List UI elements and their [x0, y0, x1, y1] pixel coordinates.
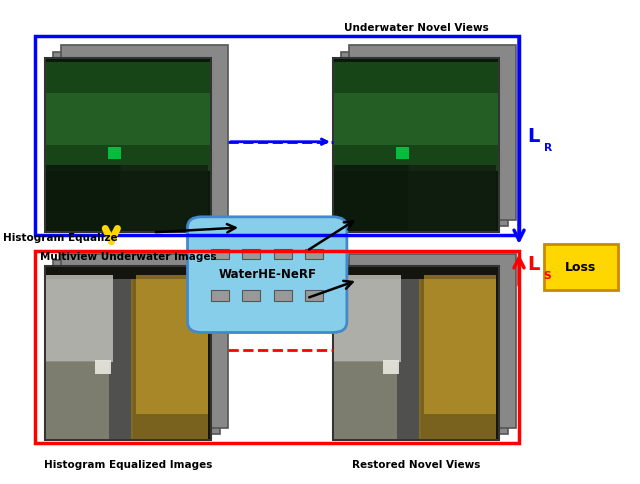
Bar — [419, 279, 496, 439]
Bar — [53, 260, 220, 434]
Bar — [46, 267, 210, 439]
Bar — [45, 266, 211, 440]
Bar — [211, 249, 229, 259]
Text: Multiview Underwater Images: Multiview Underwater Images — [40, 252, 216, 262]
Bar — [46, 165, 121, 231]
Bar — [53, 52, 220, 226]
Bar — [396, 147, 410, 159]
Bar — [131, 279, 208, 439]
Bar — [35, 36, 519, 235]
Bar — [349, 45, 516, 220]
Bar — [274, 249, 292, 259]
Bar — [349, 254, 516, 428]
Bar — [305, 290, 323, 301]
Bar — [383, 360, 399, 374]
Text: Restored Novel Views: Restored Novel Views — [352, 460, 480, 470]
Bar — [341, 52, 508, 226]
Bar — [46, 59, 210, 231]
Bar — [334, 279, 420, 439]
Bar — [61, 45, 228, 220]
Bar — [333, 266, 499, 440]
Bar — [243, 249, 260, 259]
Bar — [334, 59, 498, 231]
Bar — [334, 275, 401, 362]
Bar — [108, 147, 122, 159]
Text: $_{\mathbf{S}}$: $_{\mathbf{S}}$ — [543, 267, 552, 282]
Bar — [424, 275, 496, 414]
Text: $\mathbf{L}$: $\mathbf{L}$ — [527, 255, 541, 274]
Text: Loss: Loss — [565, 261, 596, 274]
Text: Underwater Novel Views: Underwater Novel Views — [344, 23, 488, 33]
Bar — [46, 93, 210, 145]
Bar — [46, 275, 113, 362]
Bar — [120, 165, 208, 231]
Bar — [334, 165, 409, 231]
Bar — [408, 165, 496, 231]
Bar — [211, 290, 229, 301]
Bar — [46, 361, 109, 439]
Bar — [333, 58, 499, 232]
Bar — [334, 61, 498, 171]
Bar — [46, 61, 210, 171]
Bar — [274, 290, 292, 301]
Bar — [45, 58, 211, 232]
Bar — [341, 260, 508, 434]
Bar — [334, 267, 498, 439]
Text: Histogram Equalize: Histogram Equalize — [3, 233, 118, 243]
Text: $_{\mathbf{R}}$: $_{\mathbf{R}}$ — [543, 139, 554, 153]
Text: $\mathbf{L}$: $\mathbf{L}$ — [527, 127, 541, 146]
Bar — [136, 275, 208, 414]
Bar — [95, 360, 111, 374]
Bar — [35, 251, 519, 443]
FancyBboxPatch shape — [544, 244, 618, 290]
Text: WaterHE-NeRF: WaterHE-NeRF — [218, 268, 316, 281]
Bar — [243, 290, 260, 301]
Text: Histogram Equalized Images: Histogram Equalized Images — [44, 460, 212, 470]
Bar — [334, 361, 397, 439]
Bar — [334, 93, 498, 145]
FancyBboxPatch shape — [188, 217, 347, 333]
Bar — [305, 249, 323, 259]
Bar — [46, 279, 132, 439]
Bar — [61, 254, 228, 428]
